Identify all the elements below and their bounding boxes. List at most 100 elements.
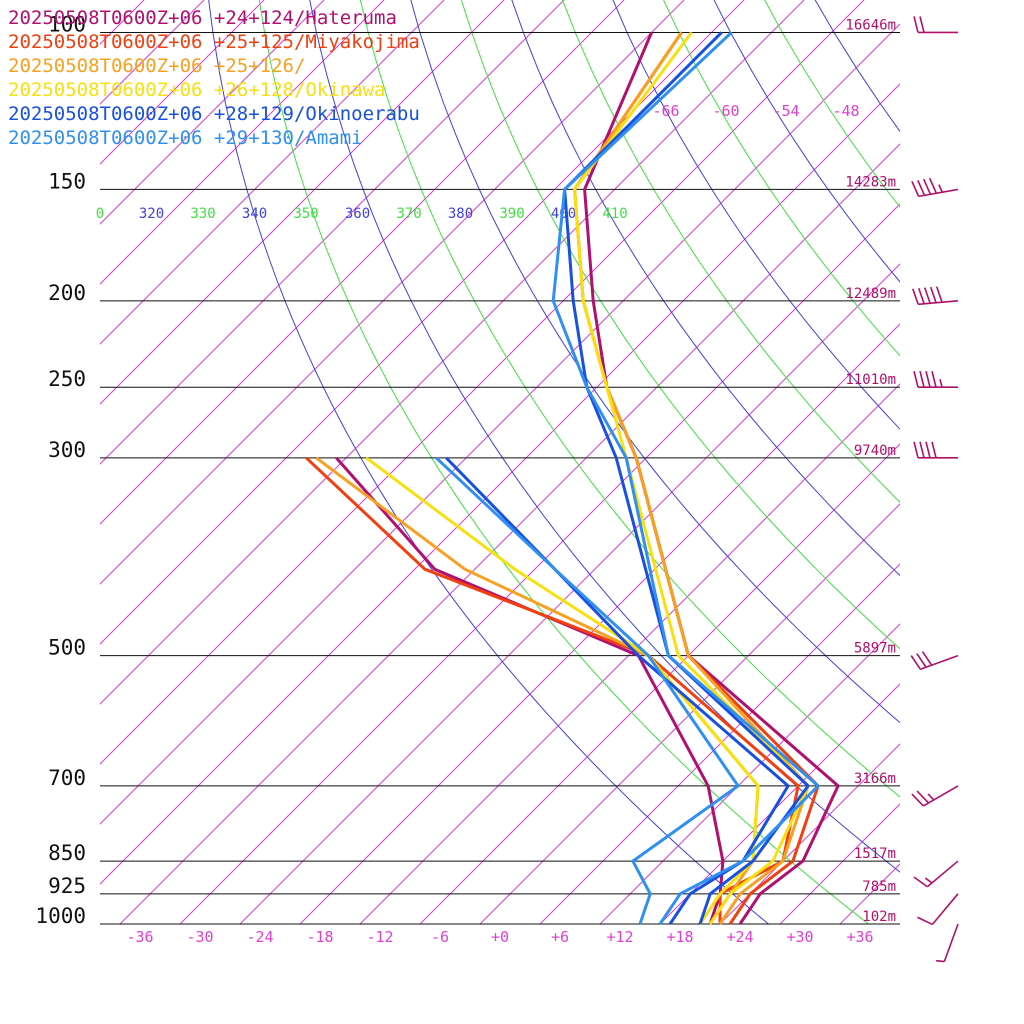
x-tick-label: +24 <box>726 928 753 946</box>
theta-line <box>612 0 900 430</box>
pressure-label: 300 <box>48 438 86 462</box>
barb-staff <box>920 654 959 671</box>
wind-barb <box>913 371 958 389</box>
barb-flag <box>912 288 919 305</box>
upper-isotherm-labels: -66 -60 -54 -48 <box>652 102 859 120</box>
temperature-profile <box>573 31 820 925</box>
theta-label: 320 <box>139 206 164 222</box>
isotherm-line <box>100 0 625 525</box>
isotherm-label: -60 <box>712 102 739 120</box>
barb-half-flag <box>939 379 943 388</box>
isotherm-label: -54 <box>772 102 799 120</box>
legend-entry: 20250508T0600Z+06 +25+126/ <box>8 55 305 77</box>
x-tick-label: +18 <box>666 928 693 946</box>
wind-barb <box>911 785 959 807</box>
wind-barbs <box>910 16 959 963</box>
temperature-profile <box>551 31 820 925</box>
isotherm-line <box>100 0 385 285</box>
isotherm-line <box>239 263 900 924</box>
barb-flag <box>923 287 931 304</box>
isotherm-line <box>100 0 265 165</box>
wind-barb <box>936 923 959 963</box>
wind-barb <box>913 16 958 34</box>
isotherm-line <box>179 203 900 924</box>
theta-label: 370 <box>396 206 421 222</box>
barb-flag <box>917 287 925 305</box>
isotherm-line <box>960 0 1024 924</box>
barb-half-flag <box>927 793 935 801</box>
barb-flag <box>925 441 931 459</box>
temperature-tick-labels: -36 -30 -24 -18 -12 -6 +0 +6 +12 +18 +24 +30 +36 <box>126 928 873 946</box>
isotherm-line <box>659 683 900 924</box>
pressure-label: 850 <box>48 841 86 865</box>
barb-staff <box>926 860 959 888</box>
barb-flag <box>922 178 932 195</box>
barb-flag <box>916 653 927 668</box>
dewpoint-profile <box>435 456 740 925</box>
barb-staff <box>943 923 959 962</box>
theta-label: 350 <box>293 206 318 222</box>
isobar-lines <box>100 31 900 925</box>
height-label: 11010m <box>845 372 896 388</box>
wind-barb <box>911 177 959 198</box>
barb-flag <box>928 177 938 194</box>
barb-staff <box>922 785 959 807</box>
theta-line <box>460 0 900 650</box>
barb-flag <box>910 655 922 670</box>
isotherm-label: -66 <box>652 102 679 120</box>
theta-label: 410 <box>602 206 627 222</box>
barb-flag <box>929 286 937 304</box>
barb-flag <box>917 916 933 926</box>
isotherm-line <box>359 383 900 924</box>
isotherm-line <box>100 0 865 765</box>
height-label: 5897m <box>854 641 896 657</box>
isotherm-line <box>299 323 900 924</box>
dewpoint-profile <box>335 456 725 925</box>
wind-barb <box>912 286 959 306</box>
isotherm-line <box>100 23 900 825</box>
barb-flag <box>913 876 928 888</box>
legend-entry: 20250508T0600Z+06 +25+125/Miyakojima <box>8 31 420 53</box>
temperature-profile <box>573 31 810 925</box>
isotherm-line <box>100 0 745 645</box>
wind-barb <box>917 893 959 926</box>
isotherm-line <box>599 623 900 924</box>
pressure-label: 1000 <box>35 904 86 928</box>
barb-flag <box>911 180 920 197</box>
height-label: 3166m <box>854 771 896 787</box>
theta-line <box>309 0 900 873</box>
legend-entry: 20250508T0600Z+06 +26+128/Okinawa <box>8 79 386 101</box>
x-tick-label: -36 <box>126 928 153 946</box>
theta-label: 340 <box>242 206 267 222</box>
isotherm-line <box>539 563 900 924</box>
isotherm-line <box>100 0 445 345</box>
barb-flag <box>925 371 931 388</box>
pressure-label: 100 <box>48 12 86 36</box>
barb-flag <box>919 441 925 459</box>
barb-half-flag <box>936 959 945 963</box>
barb-flag <box>931 441 937 459</box>
height-label: 102m <box>862 909 896 925</box>
x-tick-label: +36 <box>846 928 873 946</box>
wind-barb <box>910 651 959 671</box>
isotherm-line <box>119 143 900 924</box>
isotherm-line <box>100 0 805 705</box>
pressure-label: 500 <box>48 636 86 660</box>
isotherm-line <box>100 0 685 585</box>
pressure-label: 700 <box>48 766 86 790</box>
barb-flag <box>919 371 925 388</box>
height-label: 9740m <box>854 443 896 459</box>
pressure-label: 925 <box>48 874 86 898</box>
x-tick-label: -30 <box>186 928 213 946</box>
dewpoint-profile <box>365 456 760 925</box>
legend-entry: 20250508T0600Z+06 +29+130/Amami <box>8 127 363 149</box>
barb-half-flag <box>924 877 933 884</box>
x-tick-label: +0 <box>491 928 509 946</box>
height-label: 14283m <box>845 174 896 190</box>
legend: 20250508T0600Z+06 +24+124/Hateruma202505… <box>8 7 420 149</box>
barb-flag <box>916 790 930 804</box>
barb-flag <box>919 16 925 33</box>
isotherm-line <box>100 0 565 465</box>
pressure-labels: 100 150 200 250 300 500 700 850 925 1000 <box>35 12 86 928</box>
